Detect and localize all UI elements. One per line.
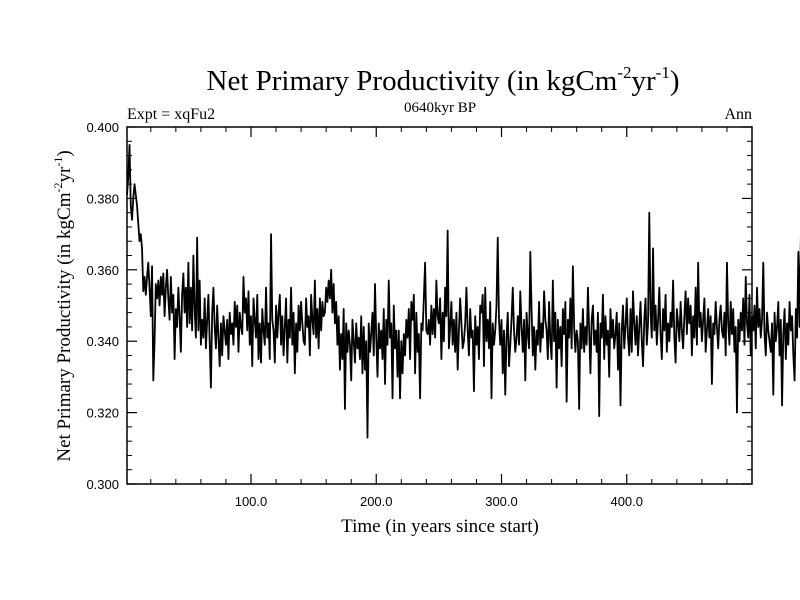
subtitle-center: 0640kyr BP	[404, 100, 476, 116]
x-tick-label: 100.0	[235, 494, 268, 509]
y-axis-label: Net Primary Productivity (in kgCm-2yr-1)	[51, 150, 75, 461]
y-tick-label: 0.300	[86, 477, 119, 492]
chart-title-sup1: -2	[617, 63, 631, 82]
subtitle-left: Expt = xqFu2	[127, 106, 215, 123]
axis-ticks	[127, 126, 752, 485]
chart-title-sup2: -1	[656, 63, 670, 82]
y-axis-label-sup2: -1	[51, 157, 65, 167]
subtitle-right: Ann	[724, 106, 752, 123]
chart-title: Net Primary Productivity (in kgCm-2yr-1)	[207, 63, 680, 97]
plot-frame	[126, 126, 753, 485]
y-tick-label: 0.400	[86, 120, 119, 135]
axis-tick-labels: 100.0 200.0 300.0 400.0 0.300 0.320 0.340 0.360…	[86, 120, 643, 509]
y-axis-label-sup1: -2	[51, 183, 65, 193]
y-axis-label-end: )	[54, 150, 75, 156]
chart-title-end: )	[670, 65, 680, 97]
x-tick-label: 200.0	[360, 494, 393, 509]
y-tick-label: 0.340	[86, 334, 119, 349]
y-tick-label: 0.360	[86, 263, 119, 278]
x-tick-label: 300.0	[485, 494, 518, 509]
chart-title-mid: yr	[631, 65, 656, 97]
y-tick-label: 0.320	[86, 406, 119, 421]
x-tick-label: 400.0	[610, 494, 643, 509]
series-line	[126, 143, 800, 439]
y-tick-label: 0.380	[86, 191, 119, 206]
y-axis-label-mid: yr	[54, 166, 75, 183]
x-axis-label: Time (in years since start)	[341, 516, 539, 537]
